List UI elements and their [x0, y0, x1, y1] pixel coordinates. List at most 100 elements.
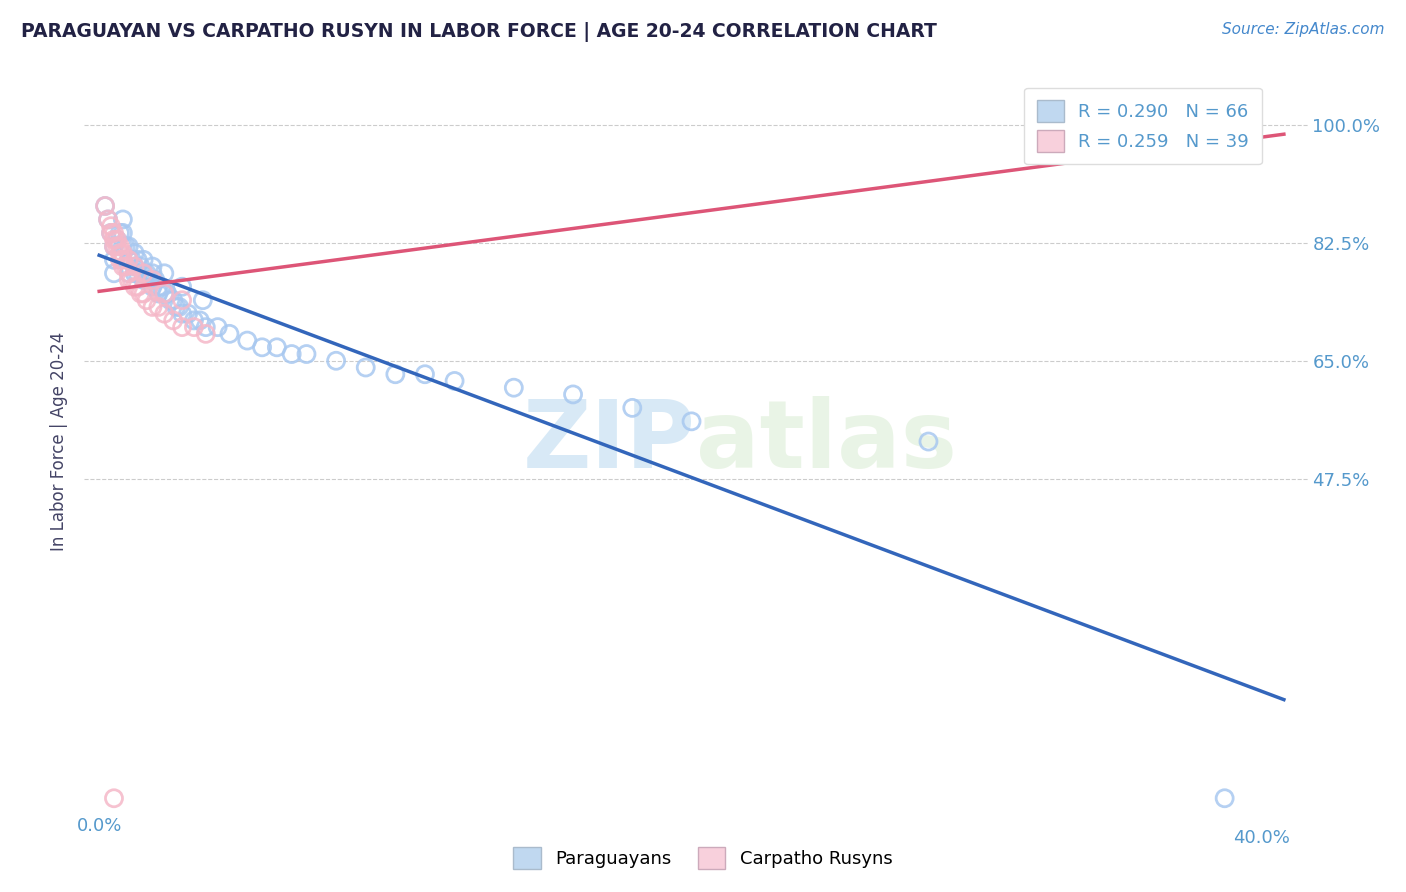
Y-axis label: In Labor Force | Age 20-24: In Labor Force | Age 20-24: [51, 332, 69, 551]
Point: [111, 239, 134, 253]
Point: [135, 293, 157, 308]
Text: Source: ZipAtlas.com: Source: ZipAtlas.com: [1222, 22, 1385, 37]
Point: [103, 226, 125, 240]
Point: [132, 266, 155, 280]
Point: [111, 226, 134, 240]
Point: [127, 266, 149, 280]
Point: [183, 320, 205, 334]
Point: [100, 219, 122, 234]
Point: [148, 279, 170, 293]
Point: [108, 226, 131, 240]
Point: [97, 212, 120, 227]
Point: [129, 286, 152, 301]
Point: [118, 266, 141, 280]
Point: [621, 401, 644, 415]
Point: [103, 791, 125, 805]
Point: [172, 279, 194, 293]
Point: [207, 320, 229, 334]
Point: [1213, 118, 1236, 132]
Point: [162, 293, 184, 308]
Point: [443, 374, 465, 388]
Point: [108, 252, 131, 267]
Point: [325, 353, 347, 368]
Point: [172, 307, 194, 321]
Point: [183, 313, 205, 327]
Text: ZIP: ZIP: [523, 395, 696, 488]
Legend: R = 0.290   N = 66, R = 0.259   N = 39: R = 0.290 N = 66, R = 0.259 N = 39: [1025, 87, 1261, 164]
Point: [118, 252, 141, 267]
Point: [188, 313, 211, 327]
Point: [135, 266, 157, 280]
Point: [108, 246, 131, 260]
Point: [105, 233, 128, 247]
Point: [218, 326, 240, 341]
Point: [114, 239, 136, 253]
Point: [153, 286, 176, 301]
Point: [103, 252, 125, 267]
Point: [250, 340, 273, 354]
Point: [111, 212, 134, 227]
Point: [917, 434, 939, 449]
Point: [129, 260, 152, 274]
Point: [124, 279, 146, 293]
Legend: Paraguayans, Carpatho Rusyns: Paraguayans, Carpatho Rusyns: [505, 838, 901, 879]
Point: [165, 300, 187, 314]
Point: [502, 381, 524, 395]
Point: [141, 300, 163, 314]
Point: [103, 239, 125, 253]
Point: [103, 233, 125, 247]
Point: [97, 212, 120, 227]
Point: [159, 293, 181, 308]
Point: [118, 273, 141, 287]
Point: [177, 307, 200, 321]
Point: [172, 320, 194, 334]
Point: [138, 273, 160, 287]
Point: [111, 260, 134, 274]
Point: [153, 266, 176, 280]
Point: [121, 252, 143, 267]
Point: [194, 320, 217, 334]
Point: [111, 246, 134, 260]
Point: [114, 260, 136, 274]
Point: [127, 279, 149, 293]
Point: [94, 199, 117, 213]
Point: [118, 266, 141, 280]
Point: [413, 368, 436, 382]
Point: [103, 239, 125, 253]
Point: [94, 199, 117, 213]
Point: [100, 226, 122, 240]
Point: [681, 414, 703, 428]
Point: [132, 266, 155, 280]
Point: [111, 252, 134, 267]
Text: PARAGUAYAN VS CARPATHO RUSYN IN LABOR FORCE | AGE 20-24 CORRELATION CHART: PARAGUAYAN VS CARPATHO RUSYN IN LABOR FO…: [21, 22, 936, 42]
Point: [124, 260, 146, 274]
Point: [118, 252, 141, 267]
Point: [100, 226, 122, 240]
Text: atlas: atlas: [696, 395, 957, 488]
Point: [148, 286, 170, 301]
Point: [118, 239, 141, 253]
Point: [167, 300, 190, 314]
Point: [108, 239, 131, 253]
Point: [145, 273, 167, 287]
Point: [236, 334, 259, 348]
Point: [280, 347, 302, 361]
Text: 40.0%: 40.0%: [1233, 829, 1289, 847]
Point: [124, 260, 146, 274]
Point: [172, 293, 194, 308]
Point: [191, 293, 214, 308]
Point: [1213, 791, 1236, 805]
Point: [266, 340, 288, 354]
Point: [354, 360, 377, 375]
Point: [153, 307, 176, 321]
Point: [141, 266, 163, 280]
Point: [153, 286, 176, 301]
Point: [132, 273, 155, 287]
Point: [103, 266, 125, 280]
Point: [124, 246, 146, 260]
Point: [141, 260, 163, 274]
Point: [148, 300, 170, 314]
Point: [132, 286, 155, 301]
Point: [105, 239, 128, 253]
Point: [162, 313, 184, 327]
